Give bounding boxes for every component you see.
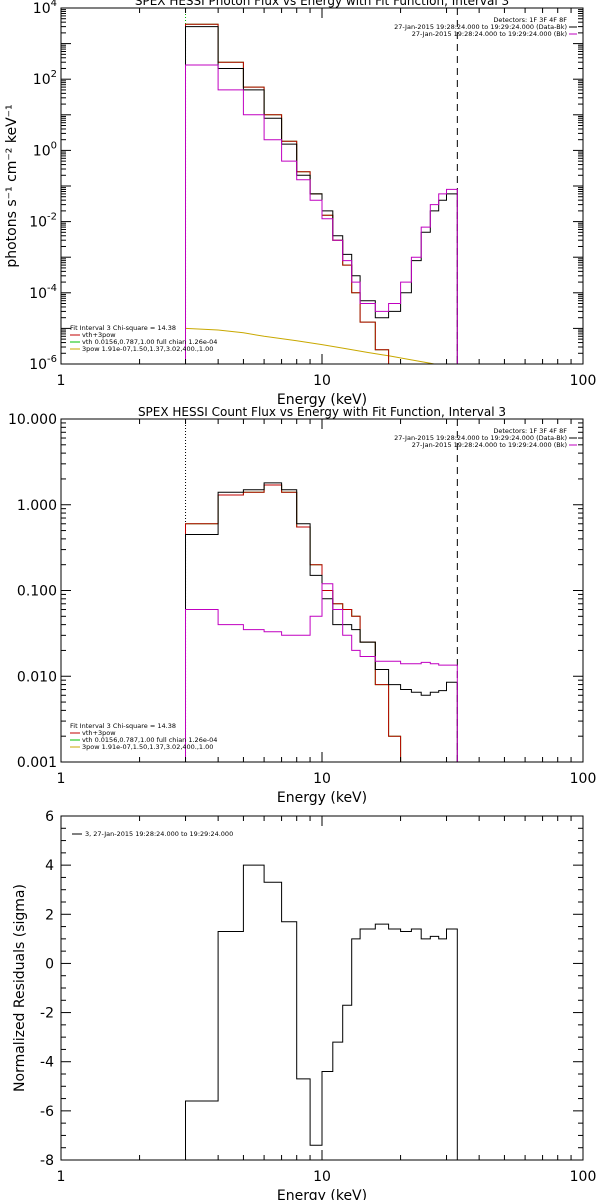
x-tick-label: 10 [313,771,331,787]
series-histogram-0 [185,26,458,364]
legend-entry-label: 3, 27-Jan-2015 19:28:24.000 to 19:29:24.… [85,830,233,838]
y-tick-label-base: 10 [29,215,47,231]
y-tick-label-exponent: -2 [47,212,57,223]
series-histogram-0 [185,864,458,1160]
legend-header: Detectors: 1F 3F 4F 8F [493,427,567,435]
x-axis-label: Energy (keV) [277,790,367,806]
legend-header: Fit Interval 3 Chi-square = 14.38 [70,722,176,730]
y-tick-label-exponent: 4 [51,0,57,9]
y-tick-label: 104 [33,0,57,17]
series-histogram-3 [185,484,402,762]
chart-panel-2: SPEX HESSI Count Flux vs Energy with Fit… [8,405,597,806]
series-3pow-curve [185,327,437,364]
y-tick-label: -8 [40,1153,54,1169]
y-tick-label-base: 10 [29,357,47,373]
x-tick-label: 100 [570,1169,597,1185]
y-tick-label-base: 10 [33,1,51,17]
y-axis-label: photons s⁻¹ cm⁻² keV⁻¹ [4,104,20,267]
chart-panel-1: SPEX HESSI Photon Flux vs Energy with Fi… [4,0,596,408]
legend-entry-label: vth 0.0156,0.787,1.00 full chian 1.26e-0… [82,736,217,744]
y-tick-label: 0 [45,956,54,972]
y-tick-label: 6 [45,809,54,825]
y-tick-label-exponent: 0 [51,140,57,151]
legend-header: Fit Interval 3 Chi-square = 14.38 [70,324,176,332]
y-tick-label: 1.000 [17,498,57,514]
y-tick-label: 4 [45,858,54,874]
y-tick-label: 10-4 [29,283,57,302]
legend-entry-label: 27-Jan-2015 19:28:24.000 to 19:29:24.000… [412,30,567,38]
y-tick-label-exponent: 2 [51,69,57,80]
y-tick-label: 0.100 [17,584,57,600]
series-histogram-2 [185,23,390,364]
y-tick-label: 0.010 [17,669,57,685]
legend-entry-label: 27-Jan-2015 19:28:24.000 to 19:29:24.000… [394,23,567,31]
chart-title: SPEX HESSI Count Flux vs Energy with Fit… [138,405,506,419]
plot-area [185,419,458,762]
legend-entry-label: 3pow 1.91e-07,1.50,1.37,3.02,400.,1.00 [82,743,213,751]
legend-entry-label: vth 0.0156,0.787,1.00 full chian 1.26e-0… [82,338,217,346]
plot-frame [60,7,584,365]
legend-entry-label: vth+3pow [82,331,116,339]
x-tick-label: 1 [57,373,66,389]
x-tick-label: 100 [570,771,597,787]
y-tick-label-base: 10 [33,143,51,159]
x-tick-label: 10 [313,1169,331,1185]
y-tick-label: -6 [40,1104,54,1120]
x-axis-label: Energy (keV) [277,392,367,408]
legend-entry-label: 27-Jan-2015 19:28:24.000 to 19:29:24.000… [412,441,567,449]
chart-title: SPEX HESSI Photon Flux vs Energy with Fi… [135,0,509,8]
legend-entry-label: 27-Jan-2015 19:28:24.000 to 19:29:24.000… [394,434,567,442]
y-tick-label-exponent: -4 [47,283,57,294]
x-tick-label: 1 [57,771,66,787]
y-tick-label: 10-2 [29,212,57,231]
y-tick-label-base: 10 [29,286,47,302]
y-tick-label: 10-6 [29,354,57,373]
series-histogram-0 [185,482,458,762]
series-histogram-1 [185,583,458,762]
plot-area [185,864,458,1160]
y-tick-label: 0.001 [17,755,57,771]
y-tick-label-base: 10 [33,72,51,88]
x-tick-label: 10 [313,373,331,389]
y-tick-label-exponent: -6 [47,354,57,365]
legend-header: Detectors: 1F 3F 4F 8F [493,16,567,24]
y-tick-label: 102 [33,69,57,88]
series-histogram-1 [185,64,458,364]
x-axis-label: Energy (keV) [277,1188,367,1200]
x-tick-label: 1 [57,1169,66,1185]
y-tick-label: 10.000 [8,412,57,428]
y-tick-label: 2 [45,907,54,923]
y-axis-label: Normalized Residuals (sigma) [12,884,28,1092]
legend-entry-label: vth+3pow [82,729,116,737]
plot-area [185,8,458,364]
y-tick-label: 100 [33,140,57,159]
legend-entry-label: 3pow 1.91e-07,1.50,1.37,3.02,400.,1.00 [82,345,213,353]
chart-panel-3: 1 10 100 Energy (keV) -8 -6 -4 -2 0 2 4 6 Normalized… [12,809,596,1200]
y-tick-label: -2 [40,1006,54,1022]
series-histogram-3 [185,23,390,364]
x-tick-label: 100 [570,373,597,389]
y-tick-label: -4 [40,1055,54,1071]
